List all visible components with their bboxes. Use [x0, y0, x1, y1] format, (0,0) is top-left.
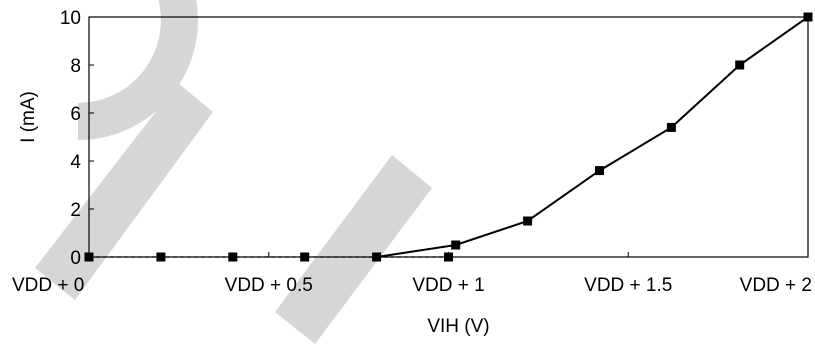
y-axis: 0 2 4 6 8 10	[60, 8, 94, 269]
x-tick-label: VDD + 1	[412, 275, 484, 296]
watermark-t-bar	[275, 155, 432, 344]
x-tick-label: VDD + 0	[12, 275, 84, 296]
data-point-marker	[735, 60, 745, 70]
x-tick-label: VDD + 2	[740, 275, 812, 296]
x-tick-label: VDD + 1.5	[584, 275, 672, 296]
data-point-marker	[444, 252, 453, 262]
y-tick-label: 8	[70, 56, 81, 77]
watermark	[35, 0, 432, 344]
series-markers	[84, 12, 813, 262]
x-axis: VDD + 0 VDD + 0.5 VDD + 1 VDD + 1.5 VDD + 2	[12, 252, 812, 296]
plot-frame	[88, 16, 809, 258]
y-tick-label: 2	[70, 200, 81, 221]
y-tick-label: 10	[60, 8, 81, 29]
watermark-arc	[78, 0, 198, 140]
data-point-marker	[666, 122, 676, 132]
y-tick-label: 0	[70, 248, 81, 269]
data-point-marker	[372, 252, 382, 262]
y-axis-title: I (mA)	[18, 91, 39, 143]
data-point-marker	[803, 12, 813, 22]
series-line-solid	[376, 16, 809, 258]
x-axis-title: VIH (V)	[427, 316, 489, 337]
data-point-marker	[451, 240, 461, 250]
y-tick-label: 4	[70, 152, 81, 173]
data-point-marker	[84, 252, 94, 262]
data-point-marker	[228, 252, 238, 262]
data-point-marker	[523, 216, 533, 226]
series-lines	[89, 16, 809, 258]
data-point-marker	[300, 252, 310, 262]
data-point-marker	[156, 252, 166, 262]
data-point-marker	[594, 166, 604, 176]
y-tick-label: 6	[70, 104, 81, 125]
x-tick-label: VDD + 0.5	[225, 275, 313, 296]
watermark-diagonal-left	[35, 83, 213, 300]
